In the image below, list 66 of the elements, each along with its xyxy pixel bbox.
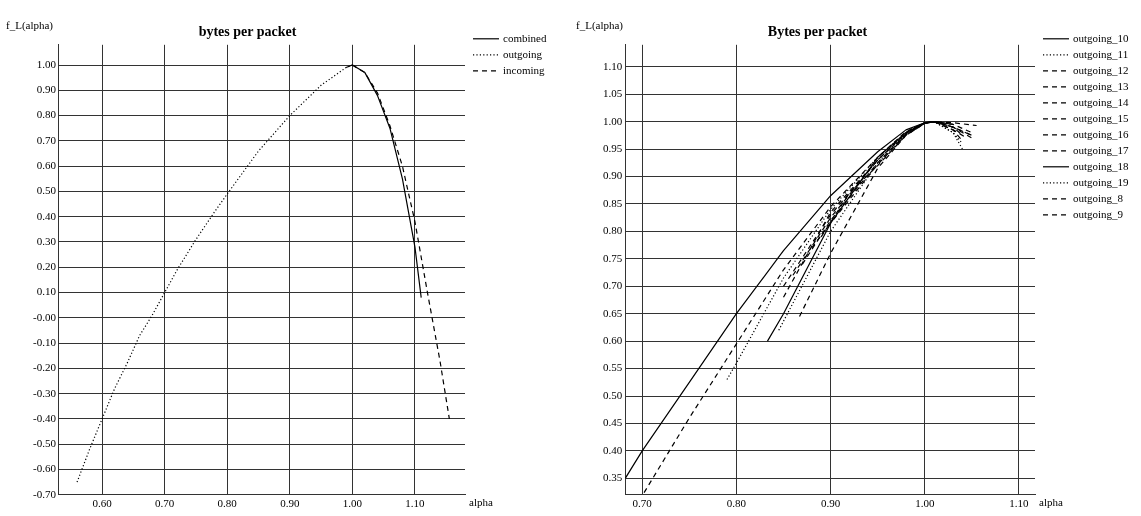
y-tick-label: 0.55: [603, 361, 623, 374]
y-tick-label: 1.00: [36, 57, 57, 70]
legend-label: outgoing_9: [1073, 207, 1124, 220]
x-tick-label: 0.70: [632, 497, 653, 510]
y-tick-label: 0.30: [36, 234, 57, 247]
y-tick-label: 0.95: [603, 141, 623, 154]
y-tick-label: 0.70: [36, 133, 57, 146]
y-tick-label: 0.40: [603, 443, 623, 456]
y-tick-label: 0.10: [36, 285, 57, 298]
legend-label: outgoing: [503, 47, 543, 60]
y-tick-label: 0.50: [603, 388, 623, 401]
x-tick-label: 0.90: [280, 497, 300, 510]
y-tick-label: 1.05: [603, 87, 623, 100]
legend-label: outgoing_17: [1073, 143, 1130, 156]
y-tick-label: -0.30: [32, 386, 57, 399]
y-tick-label: -0.20: [32, 361, 57, 374]
legend-label: outgoing_13: [1073, 79, 1130, 92]
y-tick-label: 0.60: [603, 334, 623, 347]
y-tick-label: 0.80: [36, 108, 57, 121]
y-tick-label: 0.65: [603, 306, 623, 319]
y-tick-label: 0.20: [36, 260, 57, 273]
x-axis-title: alpha: [1039, 496, 1063, 509]
y-tick-label: 0.35: [603, 471, 623, 484]
x-tick-label: 0.60: [92, 497, 113, 510]
y-tick-label: 0.70: [603, 279, 623, 292]
y-tick-label: 0.90: [36, 83, 57, 96]
x-tick-label: 1.10: [405, 497, 426, 510]
y-axis-title: f_L(alpha): [6, 18, 54, 32]
y-tick-label: -0.40: [32, 411, 57, 424]
y-tick-label: 0.80: [603, 224, 623, 237]
legend-label: outgoing_16: [1073, 127, 1130, 140]
x-tick-label: 0.80: [726, 497, 747, 510]
legend-label: outgoing_12: [1073, 63, 1129, 76]
chart-title: Bytes per packet: [767, 24, 868, 40]
y-tick-label: -0.70: [32, 487, 57, 500]
legend-label: outgoing_11: [1073, 47, 1129, 60]
y-tick-label: -0.50: [32, 437, 57, 450]
legend-label: incoming: [503, 63, 546, 76]
x-tick-label: 0.80: [217, 497, 238, 510]
y-tick-label: 0.45: [603, 416, 623, 429]
legend-label: outgoing_19: [1073, 175, 1130, 188]
y-axis-title: f_L(alpha): [576, 18, 624, 32]
legend-label: outgoing_15: [1073, 111, 1130, 124]
legend-label: outgoing_14: [1073, 95, 1130, 108]
y-tick-label: 0.90: [603, 169, 623, 182]
x-tick-label: 1.00: [342, 497, 363, 510]
y-tick-label: 1.00: [603, 114, 623, 127]
y-tick-label: -0.00: [32, 310, 57, 323]
x-tick-label: 0.70: [155, 497, 175, 510]
x-tick-label: 1.00: [915, 497, 935, 510]
y-tick-label: 0.50: [36, 184, 57, 197]
legend-label: outgoing_8: [1073, 191, 1124, 204]
legend-label: combined: [503, 31, 547, 44]
x-tick-label: 1.10: [1009, 497, 1030, 510]
y-tick-label: 1.10: [603, 59, 623, 72]
x-axis-title: alpha: [469, 496, 493, 509]
y-tick-label: 0.75: [603, 251, 623, 264]
legend-label: outgoing_10: [1073, 31, 1130, 44]
y-tick-label: 0.40: [36, 209, 57, 222]
y-tick-label: 0.85: [603, 196, 623, 209]
x-tick-label: 0.90: [820, 497, 841, 510]
y-tick-label: -0.10: [32, 336, 57, 349]
chart-title: bytes per packet: [198, 24, 297, 40]
legend-label: outgoing_18: [1073, 159, 1130, 172]
y-tick-label: 0.60: [36, 159, 57, 172]
y-tick-label: -0.60: [32, 462, 57, 475]
